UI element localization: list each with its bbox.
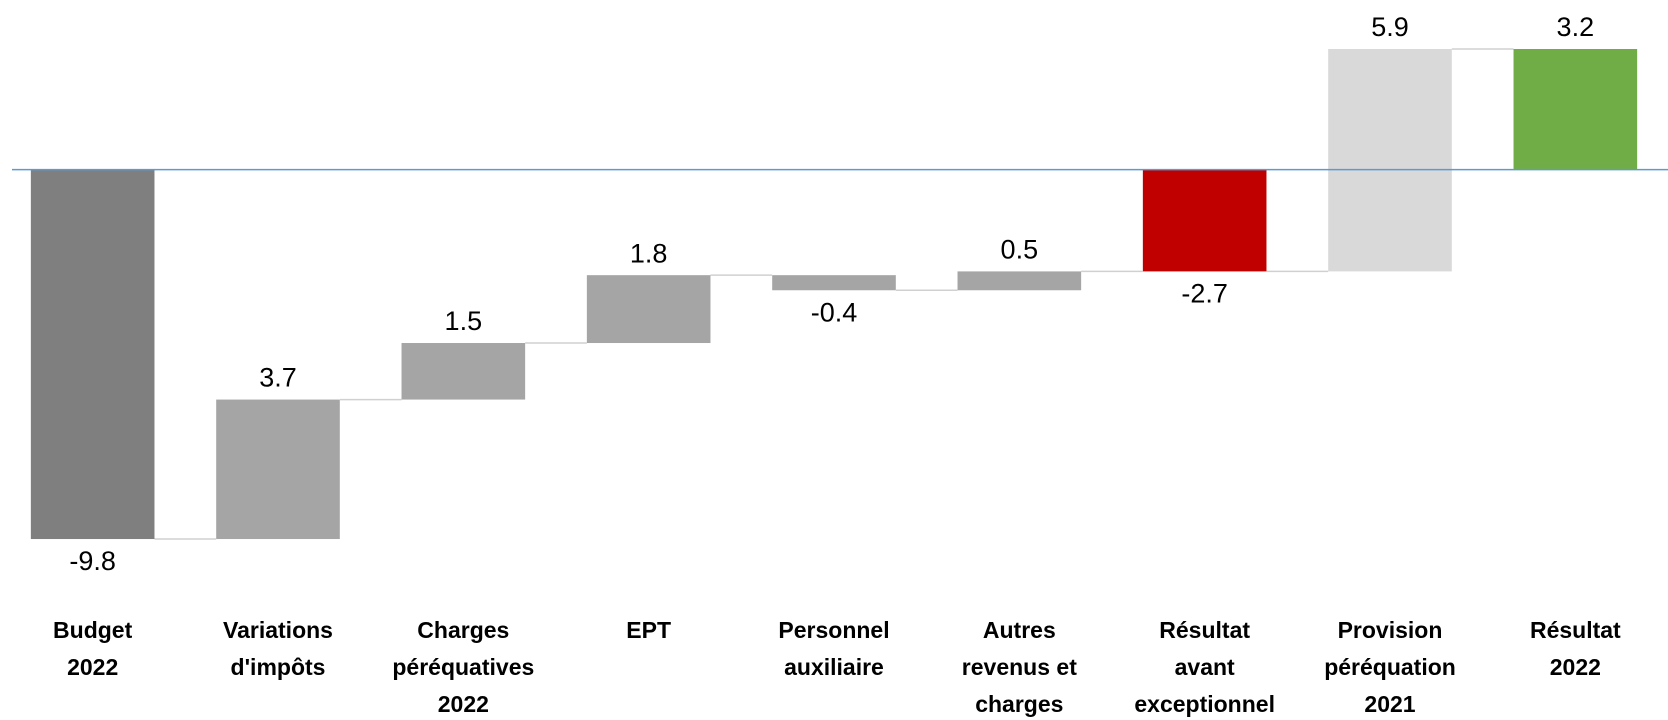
x-tick-label: 2022 [438, 691, 489, 717]
bar [1513, 49, 1638, 170]
value-label: 0.5 [1001, 235, 1039, 265]
x-tick-label: charges [975, 691, 1063, 717]
x-tick-label: 2021 [1364, 691, 1415, 717]
bar [1142, 169, 1267, 272]
x-tick-label: Autres [983, 617, 1056, 643]
x-tick-label: auxiliaire [784, 654, 884, 680]
value-label: -2.7 [1181, 279, 1228, 309]
bar [401, 343, 526, 400]
x-tick-label: exceptionnel [1134, 691, 1275, 717]
bar [30, 169, 155, 540]
value-label: 1.8 [630, 238, 668, 268]
bar [772, 275, 896, 291]
x-tick-label: EPT [626, 617, 671, 643]
bar [586, 275, 711, 344]
x-tick-label: Résultat [1159, 617, 1250, 643]
x-tick-label: péréquatives [392, 654, 534, 680]
value-label: -9.8 [69, 546, 116, 576]
x-tick-label: Résultat [1530, 617, 1621, 643]
x-tick-label: péréquation [1324, 654, 1456, 680]
value-label: 5.9 [1371, 12, 1409, 42]
x-tick-label: Personnel [778, 617, 889, 643]
x-tick-label: Budget [53, 617, 133, 643]
bar [1328, 49, 1452, 272]
value-label: 3.7 [259, 363, 297, 393]
value-label: -0.4 [811, 297, 858, 327]
value-label: 1.5 [445, 306, 483, 336]
x-tick-label: Provision [1338, 617, 1443, 643]
bar [957, 271, 1082, 291]
x-tick-label: 2022 [67, 654, 118, 680]
x-tick-label: d'impôts [231, 654, 326, 680]
x-tick-label: 2022 [1550, 654, 1601, 680]
x-tick-label: avant [1175, 654, 1235, 680]
x-tick-label: revenus et [962, 654, 1077, 680]
x-tick-label: Charges [417, 617, 509, 643]
value-label: 3.2 [1557, 12, 1595, 42]
x-tick-label: Variations [223, 617, 333, 643]
bar [216, 399, 340, 540]
